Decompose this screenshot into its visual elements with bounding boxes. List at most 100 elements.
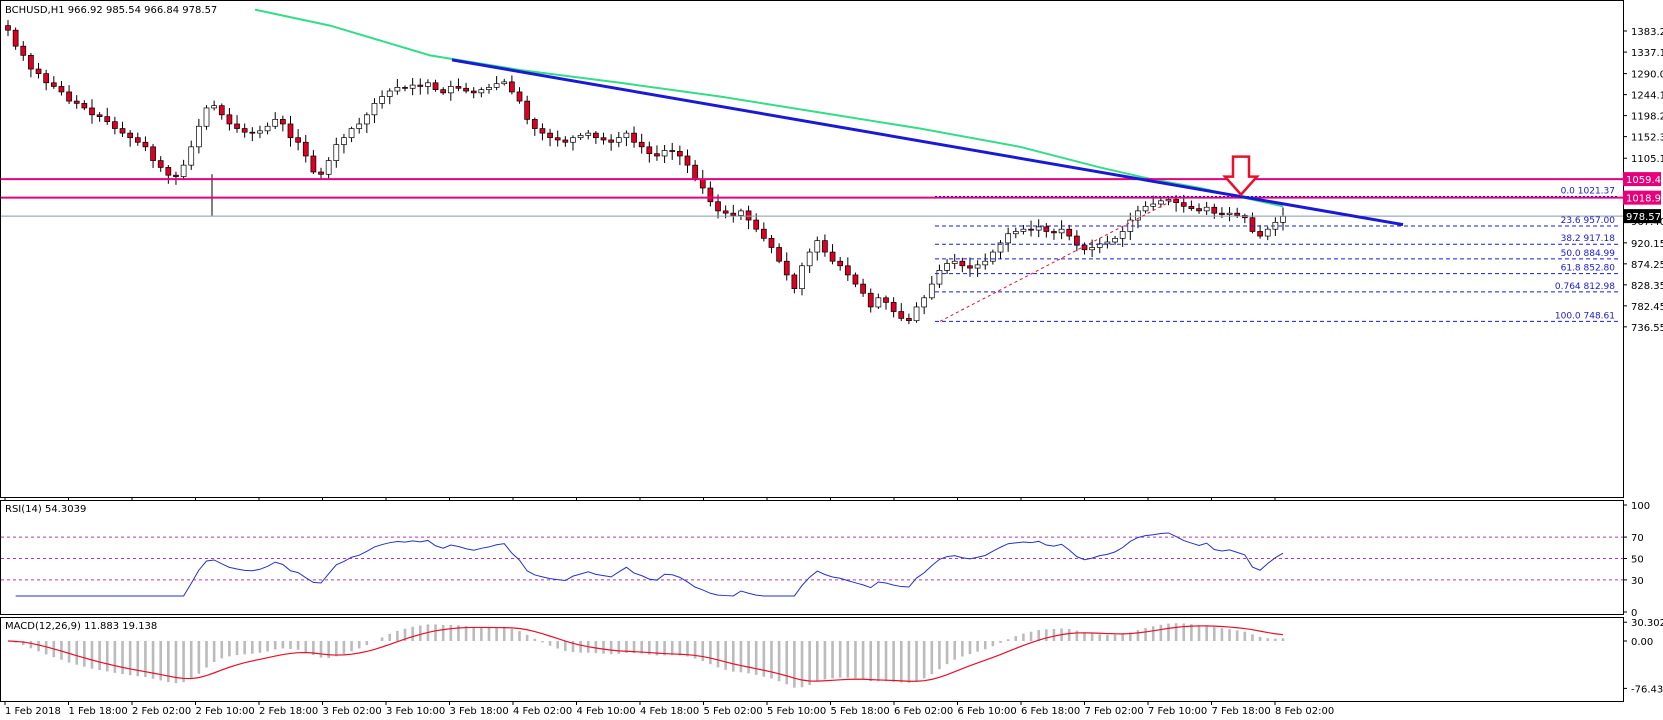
candle xyxy=(1074,230,1080,252)
candle-body xyxy=(127,132,134,139)
candle xyxy=(5,20,11,37)
macd-histogram-bar xyxy=(632,641,636,654)
candle xyxy=(386,88,393,105)
candle-body xyxy=(1066,228,1073,237)
macd-histogram-bar xyxy=(1045,629,1048,641)
macd-histogram-bar xyxy=(884,641,888,682)
candle-body xyxy=(1142,205,1149,212)
price-tick-label: 1290.05 xyxy=(1631,70,1663,81)
macd-histogram-bar xyxy=(625,641,628,653)
candle xyxy=(570,135,576,151)
candle xyxy=(1203,201,1210,215)
time-tick-label: 6 Feb 02:00 xyxy=(894,706,953,717)
candle-body xyxy=(43,73,50,84)
candle-body xyxy=(1135,210,1141,221)
macd-histogram-bar xyxy=(342,641,346,655)
candle xyxy=(348,126,355,143)
candle-body xyxy=(1173,199,1179,204)
macd-histogram-bar xyxy=(564,641,567,651)
candle xyxy=(425,79,431,95)
macd-histogram-bar xyxy=(128,641,132,676)
candle-body xyxy=(1249,217,1256,232)
macd-histogram-bar xyxy=(716,641,720,668)
candle xyxy=(1066,224,1073,241)
macd-histogram-bar xyxy=(525,634,529,641)
candle xyxy=(600,132,607,145)
macd-histogram-bar xyxy=(243,641,246,655)
candle xyxy=(577,132,584,141)
candle xyxy=(944,259,950,274)
candle-body xyxy=(1196,208,1202,212)
candle-body xyxy=(806,251,813,267)
macd-histogram-bar xyxy=(472,626,476,641)
candle-body xyxy=(272,119,279,127)
candle xyxy=(974,260,981,277)
level-price-tag-label: 1018.96 xyxy=(1626,194,1663,205)
candle-body xyxy=(173,174,179,177)
macd-histogram-bar xyxy=(304,641,308,652)
candle xyxy=(661,145,668,163)
candle-body xyxy=(722,210,729,214)
macd-histogram-bar xyxy=(1281,638,1285,641)
candle-body xyxy=(921,297,928,308)
candle-body xyxy=(715,201,721,212)
macd-histogram-bar xyxy=(357,641,361,649)
candle xyxy=(12,27,19,50)
macd-histogram-bar xyxy=(1098,634,1102,641)
time-tick-label: 6 Feb 18:00 xyxy=(1021,706,1080,717)
candle xyxy=(936,264,943,288)
macd-histogram-bar xyxy=(762,641,766,677)
candle-body xyxy=(791,274,798,290)
time-tick-label: 1 Feb 2018 xyxy=(5,706,61,717)
rsi-plot xyxy=(1,532,1623,597)
candle-body xyxy=(203,107,210,127)
candle xyxy=(379,90,385,109)
macd-histogram-bar xyxy=(670,641,674,656)
candle xyxy=(1028,220,1034,237)
fib-level-label: 0.0 1021.37 xyxy=(1561,187,1615,197)
candle xyxy=(531,117,538,136)
candle-body xyxy=(348,128,355,139)
candle xyxy=(1104,235,1111,249)
candle-body xyxy=(1119,231,1126,239)
candle-body xyxy=(1203,206,1210,212)
candle-body xyxy=(1219,212,1225,215)
candle xyxy=(745,205,752,230)
macd-histogram-bar xyxy=(1090,633,1094,641)
candle-body xyxy=(20,45,27,56)
time-tick-label: 5 Feb 10:00 xyxy=(767,706,826,717)
candle xyxy=(1264,226,1271,241)
candle-body xyxy=(188,146,195,166)
time-tick-label: 7 Feb 02:00 xyxy=(1085,706,1144,717)
macd-histogram-bar xyxy=(823,641,827,680)
macd-histogram-bar xyxy=(533,638,537,641)
macd-histogram-bar xyxy=(1083,632,1086,641)
candle xyxy=(1142,201,1149,214)
macd-histogram-bar xyxy=(556,641,560,649)
candle xyxy=(1226,207,1233,222)
macd-histogram-bar xyxy=(541,641,544,643)
macd-histogram-bar xyxy=(663,641,666,656)
candle xyxy=(257,125,263,139)
macd-histogram-bar xyxy=(938,641,941,670)
candle xyxy=(516,87,523,104)
macd-histogram-bar xyxy=(136,641,140,677)
candle xyxy=(226,107,233,131)
candle xyxy=(50,76,57,89)
candle-body xyxy=(852,274,859,285)
macd-histogram-bar xyxy=(869,641,873,682)
candle xyxy=(539,123,546,141)
candle-body xyxy=(280,119,286,125)
candle-body xyxy=(112,121,118,129)
candle xyxy=(684,149,691,174)
candle xyxy=(1188,200,1195,211)
macd-histogram-bar xyxy=(617,641,621,654)
candle-body xyxy=(531,119,538,129)
macd-histogram-bar xyxy=(90,641,94,669)
macd-histogram-bar xyxy=(724,641,727,670)
candle-body xyxy=(890,302,897,312)
price-tick-label: 736.55 xyxy=(1631,323,1663,334)
time-tick-label: 7 Feb 18:00 xyxy=(1212,706,1271,717)
macd-histogram-bar xyxy=(1274,638,1277,641)
